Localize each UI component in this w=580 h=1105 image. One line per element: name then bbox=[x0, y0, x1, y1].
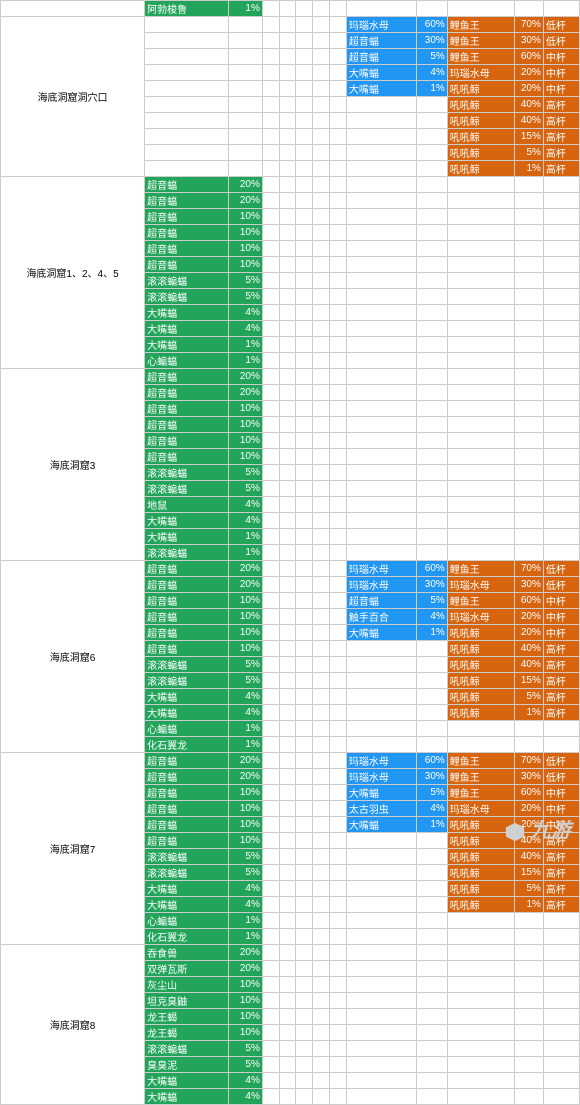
table-row: 海底洞窟8吞食兽20% bbox=[1, 945, 580, 961]
location-cell: 海底洞窟8 bbox=[1, 945, 145, 1105]
table-row: 阿勃梭鲁1% bbox=[1, 1, 580, 17]
table-row: 海底洞窟7超音蝠20%玛瑙水母60%鲤鱼王70%低杆 bbox=[1, 753, 580, 769]
table-row: 海底洞窟洞穴口玛瑙水母60%鲤鱼王70%低杆 bbox=[1, 17, 580, 33]
table-row: 海底洞窟1、2、4、5超音蝠20% bbox=[1, 177, 580, 193]
location-cell: 海底洞窟3 bbox=[1, 369, 145, 561]
table-row: 海底洞窟6超音蝠20%玛瑙水母60%鲤鱼王70%低杆 bbox=[1, 561, 580, 577]
location-cell: 海底洞窟7 bbox=[1, 753, 145, 945]
encounter-table: 阿勃梭鲁1%海底洞窟洞穴口玛瑙水母60%鲤鱼王70%低杆超音蝠30%鲤鱼王30%… bbox=[0, 0, 580, 1105]
location-cell bbox=[1, 1, 145, 17]
location-cell: 海底洞窟6 bbox=[1, 561, 145, 753]
table-row: 海底洞窟3超音蝠20% bbox=[1, 369, 580, 385]
location-cell: 海底洞窟1、2、4、5 bbox=[1, 177, 145, 369]
location-cell: 海底洞窟洞穴口 bbox=[1, 17, 145, 177]
